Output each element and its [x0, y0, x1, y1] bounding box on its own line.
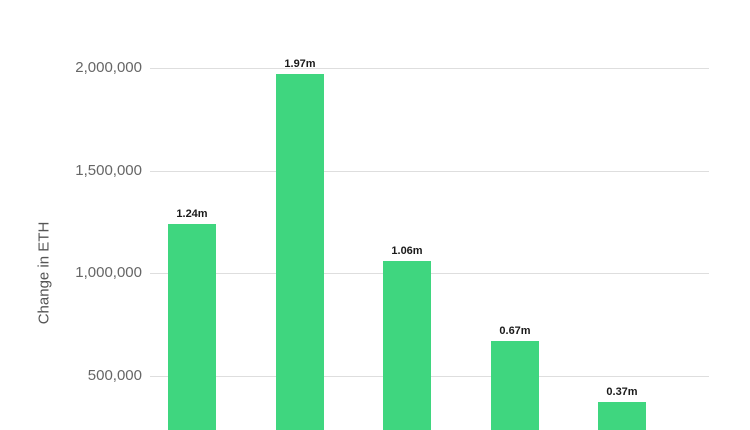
bar-value-label: 1.24m — [176, 208, 208, 220]
bar-value-label: 0.67m — [499, 325, 531, 337]
bar-value-label: 1.06m — [391, 245, 423, 257]
y-tick-label: 1,000,000 — [75, 264, 142, 281]
y-tick-label: 500,000 — [87, 367, 142, 384]
bar-value-label: 1.97m — [284, 58, 316, 70]
y-tick-label: 2,000,000 — [75, 59, 142, 76]
y-tick-label: 1,500,000 — [75, 162, 142, 179]
gridline — [150, 68, 709, 69]
gridline — [150, 171, 709, 172]
bar[interactable] — [491, 341, 539, 430]
bar[interactable] — [168, 224, 216, 430]
bar-value-label: 0.37m — [606, 386, 638, 398]
bar[interactable] — [598, 402, 646, 430]
bar[interactable] — [276, 74, 324, 430]
bar[interactable] — [383, 261, 431, 430]
